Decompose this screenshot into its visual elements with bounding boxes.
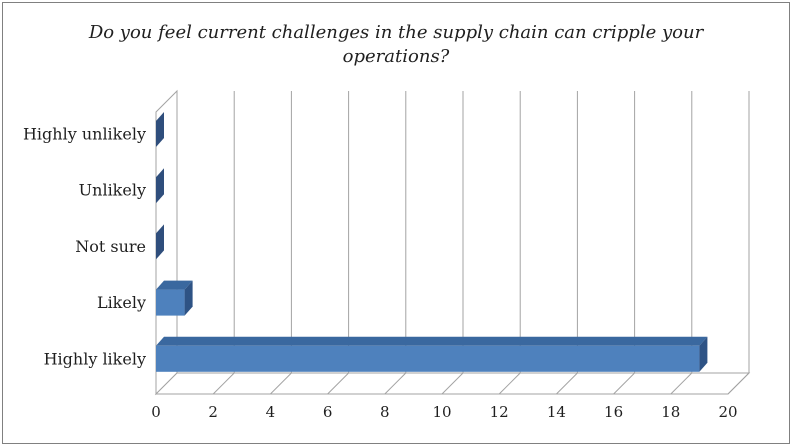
bar-highly-likely-top [156,336,708,346]
x-tick-label-12: 12 [490,403,509,421]
category-label-likely: Likely [97,293,146,312]
x-tick-label-2: 2 [208,403,218,421]
chart-title-line-1: Do you feel current challenges in the su… [88,22,705,43]
floor-gridline-v16 [613,372,635,395]
category-label-not-sure: Not sure [75,237,146,256]
chart-title-line-2: operations? [343,46,450,67]
bar-likely-front [156,289,185,316]
x-tick-label-18: 18 [661,403,680,421]
x-tick-label-16: 16 [604,403,623,421]
floor-gridline-v10 [441,372,464,395]
floor-gridline-v4 [270,372,292,395]
x-tick-label-6: 6 [323,403,333,421]
bar-highly-likely-front [156,345,700,372]
x-tick-label-20: 20 [718,403,737,421]
floor-gridline-v6 [327,372,349,395]
category-label-unlikely: Unlikely [79,181,146,200]
x-tick-label-8: 8 [380,403,390,421]
x-tick-label-14: 14 [547,403,566,421]
floor-gridline-v20 [727,372,750,395]
bar-likely-top [156,280,193,290]
bar-not-sure-sliver [156,224,164,260]
floor-gridline-v18 [670,372,693,395]
plot-area: Highly unlikely Unlikely Not sure Likely Hig… [23,89,751,421]
x-tick-label-4: 4 [266,403,276,421]
floor-gridline-v12 [498,372,521,395]
category-label-highly-likely: Highly likely [44,349,146,368]
bar-highly-likely-side [699,336,708,372]
floor-gridline-v14 [556,372,578,395]
x-tick-label-10: 10 [432,403,451,421]
bar-unlikely-sliver [156,168,164,204]
floor-gridline-v8 [384,372,407,395]
category-label-highly-unlikely: Highly unlikely [23,125,146,144]
bar-likely-side [184,280,193,316]
x-tick-label-0: 0 [151,403,161,421]
floor-gridline-v2 [212,372,235,395]
bar-highly-unlikely-sliver [156,112,164,147]
